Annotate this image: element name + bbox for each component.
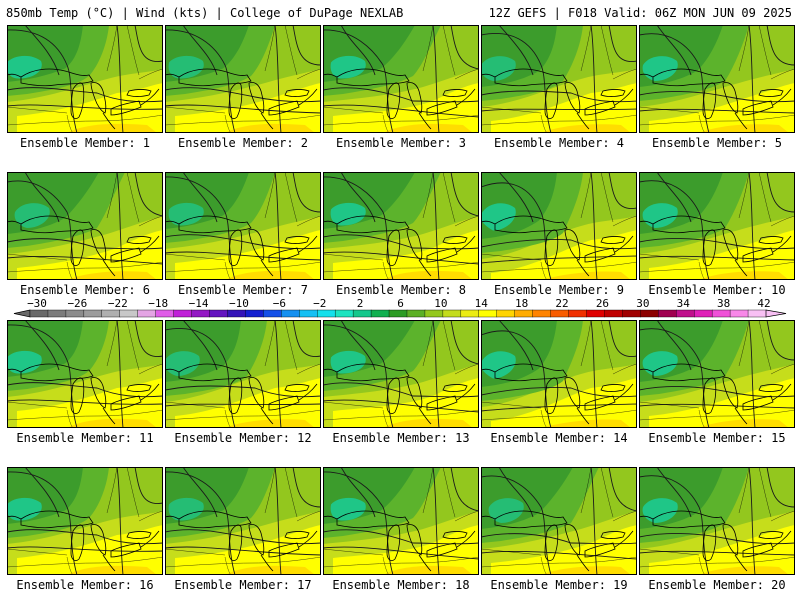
ensemble-map bbox=[639, 172, 795, 280]
ensemble-panel: Ensemble Member: 8 bbox=[323, 172, 479, 297]
ensemble-panel: Ensemble Member: 15 bbox=[639, 320, 795, 445]
valid-time-title: 12Z GEFS | F018 Valid: 06Z MON JUN 09 20… bbox=[488, 6, 792, 20]
ensemble-map bbox=[481, 172, 637, 280]
ensemble-map bbox=[639, 467, 795, 575]
ensemble-map bbox=[323, 467, 479, 575]
ensemble-member-label: Ensemble Member: 18 bbox=[332, 578, 470, 592]
colorbar-tick-label: 10 bbox=[434, 297, 448, 310]
ensemble-panel: Ensemble Member: 17 bbox=[165, 467, 321, 592]
ensemble-member-label: Ensemble Member: 3 bbox=[335, 136, 467, 150]
ensemble-map bbox=[639, 25, 795, 133]
ensemble-panel: Ensemble Member: 20 bbox=[639, 467, 795, 592]
ensemble-map bbox=[7, 25, 163, 133]
ensemble-map bbox=[481, 467, 637, 575]
ensemble-member-label: Ensemble Member: 20 bbox=[648, 578, 786, 592]
colorbar-tick-label: 14 bbox=[474, 297, 488, 310]
ensemble-member-label: Ensemble Member: 7 bbox=[177, 283, 309, 297]
ensemble-member-label: Ensemble Member: 5 bbox=[651, 136, 783, 150]
ensemble-member-label: Ensemble Member: 19 bbox=[490, 578, 628, 592]
colorbar-tick-label: −26 bbox=[67, 297, 88, 310]
colorbar-tick-label: 22 bbox=[555, 297, 569, 310]
ensemble-member-label: Ensemble Member: 10 bbox=[648, 283, 786, 297]
ensemble-panel: Ensemble Member: 12 bbox=[165, 320, 321, 445]
colorbar-tick-label: −10 bbox=[229, 297, 249, 310]
ensemble-map bbox=[165, 320, 321, 428]
ensemble-panel: Ensemble Member: 4 bbox=[481, 25, 637, 150]
ensemble-panel: Ensemble Member: 1 bbox=[7, 25, 163, 150]
colorbar-tick-label: 26 bbox=[595, 297, 610, 310]
ensemble-panel: Ensemble Member: 16 bbox=[7, 467, 163, 592]
ensemble-map bbox=[323, 320, 479, 428]
colorbar-tick-label: −14 bbox=[188, 297, 209, 310]
map-title: 850mb Temp (°C) | Wind (kts) | College o… bbox=[6, 6, 404, 20]
ensemble-map bbox=[481, 320, 637, 428]
colorbar-tick-label: 18 bbox=[515, 297, 529, 310]
temperature-colorbar: −30 −26 −22 −18 −14 −10 −6 −2 2 6 10 14 18 22 26 30 34 38… bbox=[0, 294, 800, 322]
colorbar-tick-label: −18 bbox=[148, 297, 169, 310]
colorbar-tick-label: 42 bbox=[757, 297, 771, 310]
ensemble-map bbox=[323, 172, 479, 280]
colorbar-tick-label: 6 bbox=[397, 297, 404, 310]
ensemble-map bbox=[323, 25, 479, 133]
ensemble-member-label: Ensemble Member: 6 bbox=[19, 283, 151, 297]
ensemble-panel: Ensemble Member: 19 bbox=[481, 467, 637, 592]
header: 850mb Temp (°C) | Wind (kts) | College o… bbox=[0, 0, 800, 22]
colorbar-tick-label: −6 bbox=[272, 297, 286, 310]
colorbar-tick-label: −30 bbox=[27, 297, 47, 310]
ensemble-map bbox=[165, 25, 321, 133]
ensemble-panel: Ensemble Member: 2 bbox=[165, 25, 321, 150]
ensemble-member-label: Ensemble Member: 9 bbox=[493, 283, 625, 297]
ensemble-panel: Ensemble Member: 9 bbox=[481, 172, 637, 297]
colorbar-swatches bbox=[13, 309, 787, 318]
ensemble-member-label: Ensemble Member: 16 bbox=[16, 578, 154, 592]
colorbar-tick-label: −22 bbox=[107, 297, 128, 310]
ensemble-map bbox=[639, 320, 795, 428]
ensemble-member-label: Ensemble Member: 15 bbox=[648, 431, 786, 445]
ensemble-panel: Ensemble Member: 18 bbox=[323, 467, 479, 592]
ensemble-map bbox=[7, 320, 163, 428]
ensemble-member-label: Ensemble Member: 1 bbox=[19, 136, 151, 150]
colorbar-tick-label: 30 bbox=[636, 297, 650, 310]
ensemble-panel: Ensemble Member: 13 bbox=[323, 320, 479, 445]
ensemble-member-label: Ensemble Member: 2 bbox=[177, 136, 309, 150]
ensemble-panel: Ensemble Member: 5 bbox=[639, 25, 795, 150]
ensemble-map bbox=[7, 172, 163, 280]
ensemble-member-label: Ensemble Member: 13 bbox=[332, 431, 470, 445]
ensemble-map bbox=[481, 25, 637, 133]
colorbar-tick-label: 2 bbox=[356, 297, 364, 310]
ensemble-panel: Ensemble Member: 10 bbox=[639, 172, 795, 297]
colorbar-tick-label: −2 bbox=[313, 297, 327, 310]
ensemble-panel: Ensemble Member: 6 bbox=[7, 172, 163, 297]
ensemble-map bbox=[165, 172, 321, 280]
ensemble-panel: Ensemble Member: 11 bbox=[7, 320, 163, 445]
ensemble-member-label: Ensemble Member: 14 bbox=[490, 431, 628, 445]
ensemble-member-label: Ensemble Member: 8 bbox=[335, 283, 467, 297]
ensemble-map bbox=[7, 467, 163, 575]
ensemble-member-label: Ensemble Member: 11 bbox=[16, 431, 154, 445]
ensemble-map bbox=[165, 467, 321, 575]
ensemble-panel: Ensemble Member: 7 bbox=[165, 172, 321, 297]
ensemble-panel: Ensemble Member: 14 bbox=[481, 320, 637, 445]
colorbar-tick-label: 34 bbox=[676, 297, 690, 310]
colorbar-tick-label: 38 bbox=[716, 297, 731, 310]
ensemble-member-label: Ensemble Member: 17 bbox=[174, 578, 312, 592]
ensemble-member-label: Ensemble Member: 4 bbox=[493, 136, 625, 150]
ensemble-member-label: Ensemble Member: 12 bbox=[174, 431, 312, 445]
ensemble-panel: Ensemble Member: 3 bbox=[323, 25, 479, 150]
